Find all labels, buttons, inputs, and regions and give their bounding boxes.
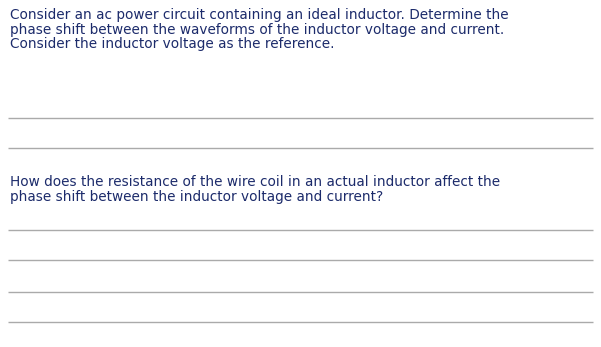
Text: phase shift between the waveforms of the inductor voltage and current.: phase shift between the waveforms of the… [10, 23, 504, 36]
Text: Consider an ac power circuit containing an ideal inductor. Determine the: Consider an ac power circuit containing … [10, 8, 508, 22]
Text: How does the resistance of the wire coil in an actual inductor affect the: How does the resistance of the wire coil… [10, 175, 500, 189]
Text: phase shift between the inductor voltage and current?: phase shift between the inductor voltage… [10, 189, 383, 203]
Text: Consider the inductor voltage as the reference.: Consider the inductor voltage as the ref… [10, 37, 335, 51]
